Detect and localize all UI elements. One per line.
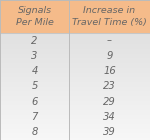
- Text: 29: 29: [103, 97, 116, 107]
- Bar: [0, 0, 150, 33]
- Text: 39: 39: [103, 127, 116, 137]
- Text: 5: 5: [31, 81, 38, 91]
- Text: 8: 8: [31, 127, 38, 137]
- Text: 9: 9: [106, 51, 113, 61]
- Text: Increase in
Travel Time (%): Increase in Travel Time (%): [72, 6, 147, 27]
- Text: Signals
Per Mile: Signals Per Mile: [16, 6, 53, 27]
- Text: 34: 34: [103, 112, 116, 122]
- Text: 6: 6: [31, 97, 38, 107]
- Text: –: –: [107, 36, 112, 46]
- Text: 3: 3: [31, 51, 38, 61]
- Text: 2: 2: [31, 36, 38, 46]
- Text: 16: 16: [103, 66, 116, 76]
- Text: 7: 7: [31, 112, 38, 122]
- Text: 4: 4: [31, 66, 38, 76]
- Text: 23: 23: [103, 81, 116, 91]
